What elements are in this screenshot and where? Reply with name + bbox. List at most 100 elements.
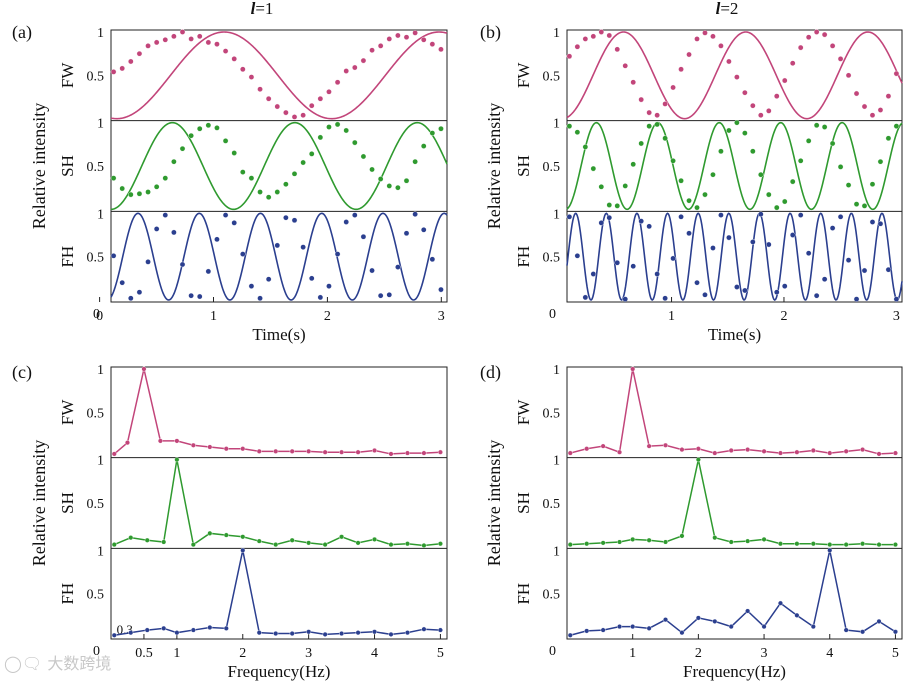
spectrum-point-FH-c [339, 631, 345, 637]
data-point-SH-b [805, 138, 812, 144]
data-point-SH-a [334, 121, 341, 128]
ytick-label-FH-c: 1 [97, 544, 104, 559]
spectrum-point-FW-d [728, 447, 734, 453]
data-point-FW-a [231, 56, 237, 62]
data-point-FW-b [654, 112, 660, 118]
spectrum-point-FW-c [289, 448, 295, 454]
data-point-FW-b [662, 101, 668, 107]
xtick-label-d: 3 [761, 646, 768, 661]
data-point-SH-a [369, 166, 375, 173]
data-point-FW-a [145, 43, 151, 49]
fit-curve-FW-b [566, 31, 903, 120]
data-point-SH-a [274, 189, 281, 195]
spectrum-point-FW-d [827, 450, 833, 456]
data-point-FW-b [670, 84, 676, 91]
data-point-SH-b [813, 122, 820, 129]
spectrum-point-FW-d [761, 448, 767, 454]
data-point-FW-b [877, 107, 884, 113]
data-point-FW-a [248, 74, 255, 80]
ytick-label-FH-a: 0.5 [87, 251, 105, 266]
xtick-label-c: 2 [239, 646, 246, 661]
data-point-SH-b [750, 148, 756, 155]
data-point-FH-a [326, 283, 332, 289]
spectrum-point-SH-d [745, 538, 751, 544]
data-point-FW-b [789, 60, 796, 67]
channel-label-SH-d: SH [514, 492, 533, 514]
data-point-FH-a [136, 289, 143, 296]
ytick-label-FW-c: 1 [97, 363, 104, 378]
spectrum-point-FH-d [663, 617, 669, 623]
zero-label-c: 0 [93, 644, 100, 659]
data-point-FW-b [694, 36, 700, 42]
data-point-SH-a [188, 132, 194, 139]
data-point-SH-b [630, 161, 637, 168]
xlabel-a: Time(s) [252, 325, 305, 344]
channel-label-SH-b: SH [514, 155, 533, 177]
spectrum-point-SH-c [339, 534, 345, 540]
data-point-FW-a [291, 114, 298, 120]
data-point-FW-a [369, 47, 375, 54]
ytick-label-FH-d: 0.5 [543, 588, 561, 603]
data-point-FH-b [821, 276, 828, 283]
data-point-FH-a [205, 268, 212, 275]
data-point-FH-b [638, 218, 644, 224]
data-point-FW-a [334, 79, 341, 86]
spectrum-point-FW-d [712, 450, 718, 456]
data-point-FW-a [257, 86, 263, 92]
data-point-FW-b [726, 58, 732, 65]
data-point-FH-b [797, 212, 804, 218]
xlabel-d: Frequency(Hz) [683, 662, 786, 681]
data-point-FW-b [598, 29, 605, 35]
data-point-FW-b [773, 93, 780, 99]
spectrum-point-SH-c [355, 540, 361, 546]
data-point-FH-a [343, 219, 350, 225]
xtick-label-b: 3 [893, 309, 900, 324]
data-point-FH-a [110, 252, 117, 259]
data-point-FW-a [343, 68, 350, 74]
spectrum-point-SH-d [584, 541, 590, 547]
data-point-FH-a [291, 217, 298, 224]
spectrum-point-FW-c [174, 438, 180, 444]
spectrum-point-SH-d [843, 542, 849, 548]
spectrum-point-FH-c [223, 625, 229, 631]
spectrum-point-FH-d [584, 628, 590, 634]
data-point-SH-b [702, 191, 708, 198]
channel-label-FW-d: FW [514, 399, 533, 425]
data-point-SH-b [678, 177, 684, 184]
data-point-FW-a [360, 57, 367, 64]
spectrum-point-FW-c [111, 451, 117, 457]
spectrum-point-FH-d [630, 624, 636, 630]
frame-a [110, 29, 448, 303]
data-point-FH-a [377, 292, 384, 299]
spectrum-point-SH-d [600, 540, 606, 546]
data-point-FW-b [813, 29, 820, 35]
data-point-FH-a [128, 295, 134, 302]
xtick-label-d: 5 [892, 646, 899, 661]
channel-label-FH-c: FH [58, 583, 77, 605]
data-point-FH-a [395, 264, 401, 270]
spectrum-point-SH-d [630, 536, 636, 542]
data-point-FW-b [606, 32, 613, 39]
spectrum-point-FH-c [128, 630, 134, 636]
data-point-FH-a [153, 226, 160, 232]
data-point-SH-b [566, 123, 573, 129]
data-point-FW-b [758, 112, 764, 118]
data-point-SH-a [326, 124, 332, 130]
data-point-FH-a [317, 294, 324, 301]
xtick-label-c: 5 [437, 646, 444, 661]
spectrum-point-FW-c [388, 451, 394, 457]
spectrum-point-FH-c [174, 630, 180, 636]
spectrum-point-SH-c [437, 541, 443, 547]
spectrum-point-SH-d [892, 542, 898, 548]
data-point-FH-b [630, 263, 637, 270]
data-point-FW-b [869, 112, 876, 118]
data-point-FH-b [694, 279, 700, 286]
title-italic-l: l [251, 0, 256, 18]
spectrum-line-FW-d [570, 368, 896, 455]
data-point-FH-b [861, 267, 868, 274]
spectrum-point-FW-d [646, 443, 652, 449]
spectrum-point-FW-c [223, 446, 229, 452]
data-point-FH-a [222, 212, 229, 218]
data-point-FW-a [162, 37, 169, 43]
spectrum-point-FH-c [273, 631, 279, 637]
